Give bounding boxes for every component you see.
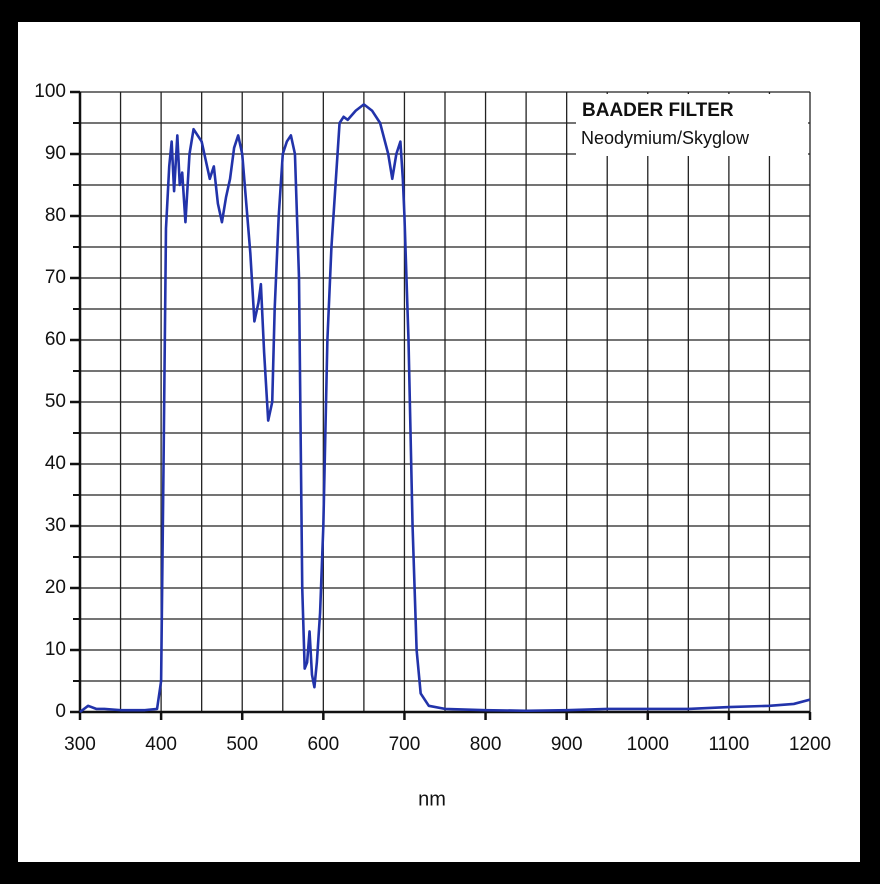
y-tick-label: 10: [45, 639, 66, 660]
x-tick-label: 500: [226, 734, 258, 755]
y-tick-label: 60: [45, 329, 66, 350]
x-tick-label: 1000: [627, 734, 669, 755]
chart-subtitle: Neodymium/Skyglow: [581, 128, 750, 148]
x-tick-label: 400: [145, 734, 177, 755]
x-tick-label: 900: [551, 734, 583, 755]
y-tick-label: 20: [45, 577, 66, 598]
y-tick-label: 80: [45, 205, 66, 226]
data-line: [79, 103, 811, 714]
x-tick-label: 700: [389, 734, 421, 755]
x-tick-label: 600: [307, 734, 339, 755]
y-tick-label: 70: [45, 267, 66, 288]
y-tick-label: 30: [45, 515, 66, 536]
x-tick-label: 1200: [789, 734, 831, 755]
x-tick-label: 800: [470, 734, 502, 755]
chart-title: BAADER FILTER: [582, 100, 734, 121]
x-tick-label: 1100: [708, 734, 749, 755]
x-axis-label: nm: [418, 788, 446, 810]
y-tick-label: 0: [55, 701, 66, 722]
y-tick-label: 90: [45, 143, 66, 164]
x-tick-label: 300: [64, 734, 96, 755]
panel: [18, 22, 860, 862]
y-tick-label: 50: [45, 391, 66, 412]
plot: [79, 103, 811, 714]
y-tick-label: 40: [45, 453, 66, 474]
y-tick-label: 100: [34, 81, 66, 102]
grid: 0 10 20 30 40 50 60 70 80 90 100 300 400 500 600 700 800…: [34, 81, 831, 755]
title-box: [576, 94, 808, 156]
